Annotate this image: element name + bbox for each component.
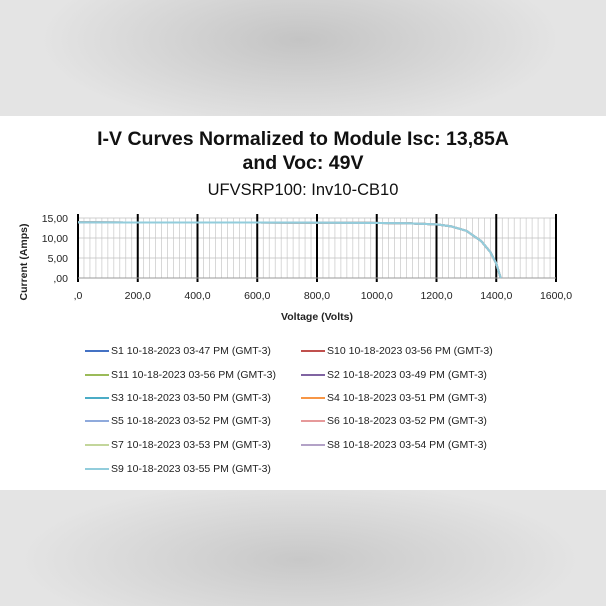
legend-label: S10 10-18-2023 03-56 PM (GMT-3) [327, 345, 493, 357]
x-tick-label: 600,0 [244, 290, 270, 302]
legend-swatch [301, 397, 325, 399]
legend-swatch [85, 444, 109, 446]
chart-title: I-V Curves Normalized to Module Isc: 13,… [40, 127, 566, 175]
legend-label: S1 10-18-2023 03-47 PM (GMT-3) [111, 345, 271, 357]
y-tick-label: 5,00 [48, 253, 69, 265]
x-tick-label: 1600,0 [540, 290, 572, 302]
legend-swatch [301, 420, 325, 422]
chart-panel [0, 116, 606, 490]
y-tick-label: 10,00 [42, 233, 68, 245]
legend-swatch [301, 350, 325, 352]
legend-swatch [85, 350, 109, 352]
x-tick-label: 1200,0 [420, 290, 452, 302]
legend-swatch [301, 444, 325, 446]
chart-title-line-1: I-V Curves Normalized to Module Isc: 13,… [97, 128, 509, 150]
x-tick-label: ,0 [74, 290, 83, 302]
series-lines [77, 221, 502, 279]
chart-subtitle: UFVSRP100: Inv10-CB10 [207, 181, 399, 199]
y-tick-label: 15,00 [42, 213, 68, 225]
legend-label: S9 10-18-2023 03-55 PM (GMT-3) [111, 463, 271, 475]
legend-item: S3 10-18-2023 03-50 PM (GMT-3) [85, 391, 271, 405]
x-tick-label: 400,0 [184, 290, 210, 302]
x-tick-label: 1000,0 [361, 290, 393, 302]
legend-label: S8 10-18-2023 03-54 PM (GMT-3) [327, 439, 487, 451]
legend-swatch [301, 374, 325, 376]
y-axis-tick-labels: ,00 5,00 10,00 15,00 [42, 213, 68, 285]
legend-label: S6 10-18-2023 03-52 PM (GMT-3) [327, 415, 487, 427]
x-tick-label: 200,0 [125, 290, 151, 302]
legend-item: S4 10-18-2023 03-51 PM (GMT-3) [301, 391, 487, 405]
legend-item: S6 10-18-2023 03-52 PM (GMT-3) [301, 414, 487, 428]
series-line-s9 [77, 221, 502, 279]
y-tick-label: ,00 [53, 273, 68, 285]
legend-label: S2 10-18-2023 03-49 PM (GMT-3) [327, 369, 487, 381]
legend-swatch [85, 468, 109, 470]
legend-item: S9 10-18-2023 03-55 PM (GMT-3) [85, 462, 271, 476]
legend-item: S1 10-18-2023 03-47 PM (GMT-3) [85, 344, 271, 358]
chart-title-line-2: and Voc: 49V [242, 152, 364, 174]
legend-label: S7 10-18-2023 03-53 PM (GMT-3) [111, 439, 271, 451]
legend-item: S5 10-18-2023 03-52 PM (GMT-3) [85, 414, 271, 428]
legend-item: S8 10-18-2023 03-54 PM (GMT-3) [301, 438, 487, 452]
legend-swatch [85, 397, 109, 399]
legend-item: S11 10-18-2023 03-56 PM (GMT-3) [85, 368, 276, 382]
legend-label: S11 10-18-2023 03-56 PM (GMT-3) [111, 369, 276, 381]
legend-label: S3 10-18-2023 03-50 PM (GMT-3) [111, 392, 271, 404]
x-tick-label: 1400,0 [480, 290, 512, 302]
x-axis-label: Voltage (Volts) [281, 311, 353, 323]
legend-swatch [85, 374, 109, 376]
legend-label: S5 10-18-2023 03-52 PM (GMT-3) [111, 415, 271, 427]
y-axis-label: Current (Amps) [18, 223, 30, 300]
legend-swatch [85, 420, 109, 422]
x-axis-tick-labels: ,0 200,0 400,0 600,0 800,0 1000,0 1200,0 1400,0… [74, 290, 573, 302]
x-tick-label: 800,0 [304, 290, 330, 302]
legend-label: S4 10-18-2023 03-51 PM (GMT-3) [327, 392, 487, 404]
legend-item: S2 10-18-2023 03-49 PM (GMT-3) [301, 368, 487, 382]
legend-item: S7 10-18-2023 03-53 PM (GMT-3) [85, 438, 271, 452]
legend-item: S10 10-18-2023 03-56 PM (GMT-3) [301, 344, 493, 358]
